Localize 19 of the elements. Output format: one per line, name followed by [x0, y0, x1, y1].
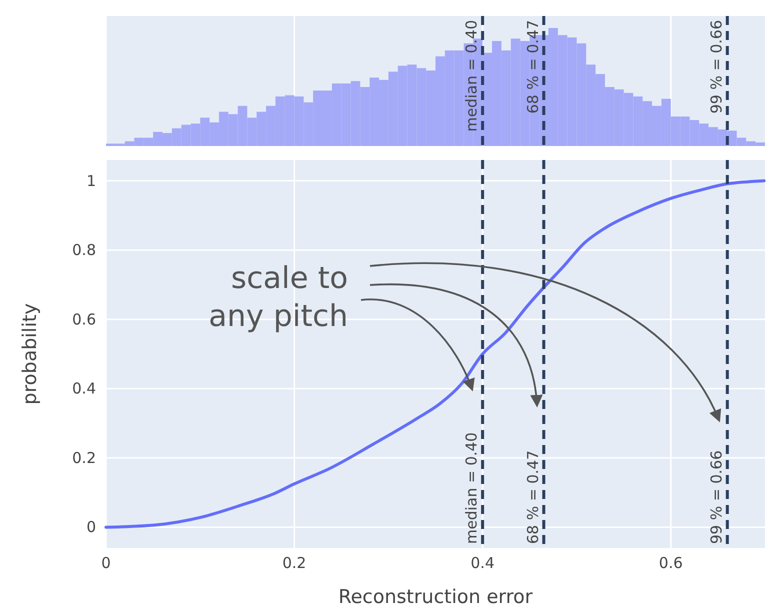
ref-line-label: median = 0.40 — [462, 432, 481, 544]
x-tick-label: 0 — [101, 554, 111, 572]
annotation: scale to any pitch — [208, 261, 348, 334]
y-tick-label: 0 — [86, 518, 96, 536]
x-tick-label: 0.4 — [470, 554, 494, 572]
x-axis-title: Reconstruction error — [338, 586, 533, 608]
x-tick-label: 0.6 — [658, 554, 683, 572]
y-tick-label: 0.4 — [72, 380, 96, 398]
ref-line-label: 68 % = 0.47 — [524, 20, 542, 114]
ref-line-label: 99 % = 0.66 — [707, 20, 726, 114]
y-axis-title: probability — [19, 303, 41, 405]
y-tick-label: 0.2 — [72, 448, 96, 467]
y-tick-label: 0.8 — [72, 241, 96, 260]
y-tick-label: 0.6 — [72, 310, 96, 328]
y-tick-label: 1 — [86, 172, 96, 190]
ref-line-label: median = 0.40 — [462, 20, 481, 132]
ref-line-label: 68 % = 0.47 — [524, 450, 542, 544]
x-tick-label: 0.2 — [282, 554, 306, 572]
ref-line-label: 99 % = 0.66 — [707, 450, 726, 544]
